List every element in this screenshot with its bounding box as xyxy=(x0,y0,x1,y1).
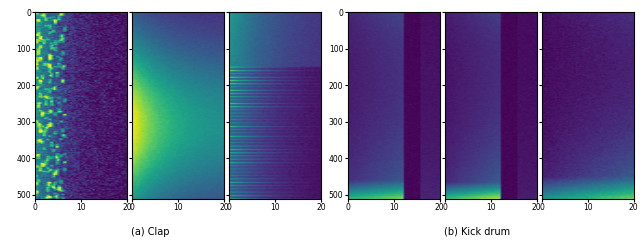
Text: (a) Clap: (a) Clap xyxy=(131,227,170,237)
Text: (b) Kick drum: (b) Kick drum xyxy=(444,227,510,237)
